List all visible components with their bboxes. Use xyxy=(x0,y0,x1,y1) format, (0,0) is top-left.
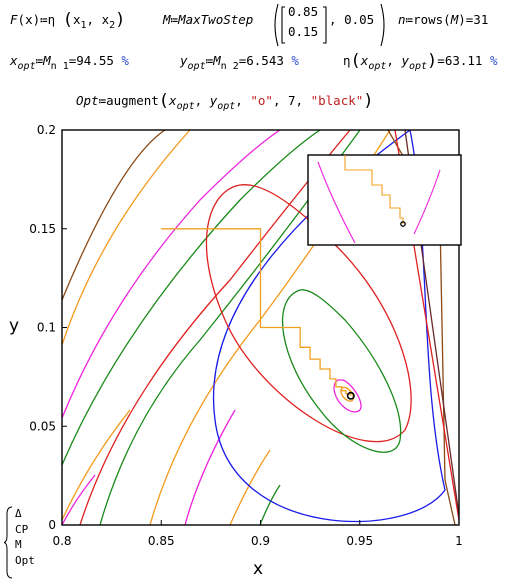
y-axis-label: y xyxy=(9,316,19,336)
y-tick-label: 0.15 xyxy=(29,222,56,236)
x-tick-label: 0.95 xyxy=(346,534,373,548)
eta-evaluation[interactable]: η(xopt, yopt)=63.11 % xyxy=(343,51,498,73)
trace-m[interactable]: M xyxy=(15,538,22,551)
contour-orange-mid xyxy=(62,409,131,521)
m-matrix-brackets xyxy=(274,3,327,47)
optimum-marker[interactable] xyxy=(346,391,355,400)
m-def-arg2: , 0.05 xyxy=(329,12,375,27)
n-definition[interactable]: n≔rows(M)=31 xyxy=(398,12,489,27)
trace-opt[interactable]: Opt xyxy=(15,553,35,567)
contour-blue xyxy=(212,130,446,523)
trace-brace xyxy=(4,506,13,579)
contour-magenta-inner xyxy=(333,379,362,413)
y-tick-label: 0 xyxy=(48,518,56,532)
y-tick-label: 0.05 xyxy=(29,419,56,433)
contour-brown-outer xyxy=(62,130,166,301)
yopt-definition[interactable]: yopt≔Mn 2=6.543 % xyxy=(180,53,299,72)
x-tick-label: 0.85 xyxy=(148,534,175,548)
zoom-inset xyxy=(307,154,462,246)
contour-orange-low2 xyxy=(229,449,271,525)
maxtwostep-path xyxy=(161,228,352,396)
x-axis-label: x xyxy=(253,559,263,579)
contour-magenta-outer xyxy=(62,130,281,419)
contour-magenta-low xyxy=(184,409,236,525)
contour-orange-inner xyxy=(340,386,355,402)
trace-cp[interactable]: CP xyxy=(15,522,29,536)
contour-green-low2 xyxy=(259,484,281,525)
y-tick-label: 0.2 xyxy=(37,123,56,137)
xopt-definition[interactable]: xopt≔Mn 1=94.55 % xyxy=(10,53,129,72)
m-definition[interactable]: M≔MaxTwoStep xyxy=(163,12,254,27)
f-definition[interactable]: F(x)≔η (x1, x2) xyxy=(10,10,126,32)
x-tick-label: 1 xyxy=(455,534,463,548)
contour-magenta-mid xyxy=(62,474,96,525)
x-tick-label: 0.9 xyxy=(251,534,270,548)
m-matrix-v1: 0.85 xyxy=(288,4,319,19)
axis-ticks: 0.8 0.85 0.9 0.95 1 0 0.05 0.1 0.15 0.2 xyxy=(29,123,463,548)
contour-orange-outer xyxy=(62,130,191,346)
contour-green-ellipse xyxy=(281,289,402,453)
m-matrix-v2: 0.15 xyxy=(288,24,319,39)
x-tick-label: 0.8 xyxy=(52,534,71,548)
m-close-paren xyxy=(380,3,385,47)
trace-delta[interactable]: Δ xyxy=(15,507,22,520)
y-tick-label: 0.1 xyxy=(37,321,56,335)
contour-green-outer xyxy=(62,130,321,466)
opt-definition[interactable]: Opt≔augment(xopt, yopt, "o", 7, "black") xyxy=(76,91,374,113)
